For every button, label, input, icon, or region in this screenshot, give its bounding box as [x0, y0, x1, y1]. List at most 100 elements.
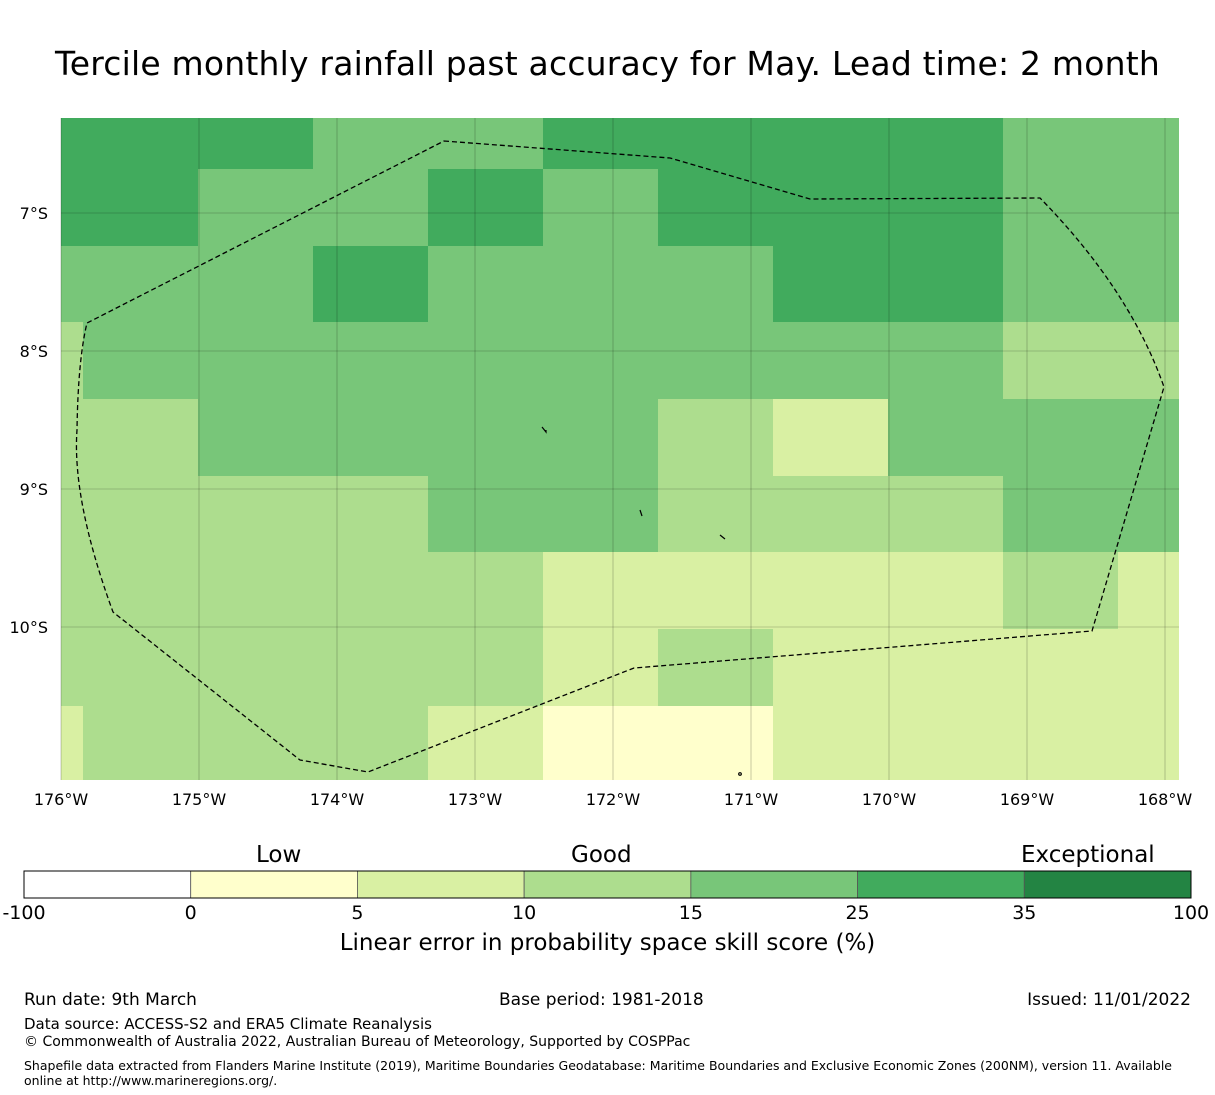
skill-cell: [658, 706, 773, 780]
skill-cell: [1003, 552, 1118, 629]
skill-cell: [61, 322, 83, 399]
skill-cell: [83, 476, 198, 552]
latitude-tick-label: 8°S: [20, 342, 48, 361]
skill-cell: [198, 706, 313, 780]
longitude-tick-label: 175°W: [172, 790, 227, 809]
skill-cell: [83, 629, 198, 706]
map-title: Tercile monthly rainfall past accuracy f…: [54, 44, 1161, 83]
skill-cell: [773, 706, 888, 780]
skill-cell: [888, 552, 1003, 629]
skill-cell: [313, 399, 428, 476]
colorbar-swatch: [357, 870, 525, 899]
skill-cell: [428, 629, 543, 706]
longitude-labels: 176°W 175°W 174°W 173°W 172°W 171°W 170°W 169°W…: [34, 790, 1193, 809]
skill-cell: [428, 399, 543, 476]
skill-cell: [543, 169, 658, 246]
skill-cell: [83, 169, 198, 246]
skill-cell: [313, 246, 428, 322]
skill-cell: [83, 246, 198, 322]
skill-cell: [198, 118, 313, 169]
skill-cell: [658, 552, 773, 629]
colorbar-swatch: [690, 870, 858, 899]
category-exceptional-label: Exceptional: [1021, 842, 1155, 868]
skill-cell: [61, 169, 83, 246]
skill-cell: [543, 246, 658, 322]
colorbar-tick-label: 35: [1012, 902, 1037, 924]
skill-cell: [1118, 246, 1179, 322]
skill-cell: [83, 322, 198, 399]
colorbar-tick-label: 25: [845, 902, 870, 924]
skill-cell: [888, 322, 1003, 399]
skill-cell: [428, 169, 543, 246]
category-good-label: Good: [571, 842, 632, 868]
skill-cell: [428, 706, 543, 780]
longitude-tick-label: 172°W: [586, 790, 641, 809]
skill-cell: [773, 322, 888, 399]
longitude-tick-label: 168°W: [1138, 790, 1193, 809]
latitude-labels: 7°S 8°S 9°S 10°S: [9, 204, 48, 637]
skill-cell: [543, 322, 658, 399]
skill-cell: [658, 118, 773, 169]
skill-cell: [888, 118, 1003, 169]
colorbar-outline: [23, 870, 1192, 899]
skill-cell: [773, 552, 888, 629]
island-mark: [719, 534, 726, 540]
run-date: Run date: 9th March: [24, 990, 197, 1010]
skill-cell: [1003, 118, 1118, 169]
graticule: [60, 118, 1179, 780]
skill-cell: [658, 399, 773, 476]
skill-cell: [543, 552, 658, 629]
skill-cell: [1118, 629, 1179, 706]
latitude-tick-label: 7°S: [20, 204, 48, 223]
colorbar-tick-label: 5: [351, 902, 364, 924]
skill-cell: [61, 706, 83, 780]
issued-date: Issued: 11/01/2022: [1027, 990, 1191, 1010]
island-mark: [541, 426, 547, 434]
colorbar-tick-label: 10: [512, 902, 537, 924]
longitude-tick-label: 176°W: [34, 790, 89, 809]
latitude-tick-label: 10°S: [9, 618, 48, 637]
colorbar-swatch: [857, 870, 1025, 899]
eez-boundary: [75, 140, 1165, 773]
skill-cell: [83, 118, 198, 169]
skill-cell: [61, 476, 83, 552]
skill-cell: [198, 552, 313, 629]
skill-grid-cells: [61, 118, 1179, 780]
skill-cell: [83, 552, 198, 629]
skill-cell: [658, 629, 773, 706]
copyright: © Commonwealth of Australia 2022, Austra…: [24, 1034, 691, 1050]
colorbar-tick-label: 15: [678, 902, 703, 924]
skill-cell: [1003, 629, 1118, 706]
skill-cell: [1118, 322, 1179, 399]
skill-cell: [773, 399, 888, 476]
skill-cell: [61, 552, 83, 629]
skill-cell: [198, 476, 313, 552]
colorbar-swatch: [1023, 870, 1192, 899]
skill-cell: [888, 706, 1003, 780]
skill-cell: [198, 246, 313, 322]
skill-cell: [428, 476, 543, 552]
longitude-tick-label: 170°W: [862, 790, 917, 809]
skill-cell: [1003, 169, 1118, 246]
skill-cell: [428, 552, 543, 629]
skill-cell: [1118, 706, 1179, 780]
longitude-tick-label: 171°W: [724, 790, 779, 809]
skill-cell: [888, 476, 1003, 552]
skill-cell: [61, 246, 83, 322]
skill-cell: [888, 246, 1003, 322]
skill-cell: [198, 322, 313, 399]
skill-cell: [313, 552, 428, 629]
colorbar-swatch: [190, 870, 358, 899]
skill-cell: [1118, 476, 1179, 552]
skill-cell: [658, 169, 773, 246]
skill-cell: [198, 399, 313, 476]
skill-cell: [1003, 476, 1118, 552]
colorbar-swatch: [523, 870, 692, 899]
longitude-tick-label: 173°W: [448, 790, 503, 809]
skill-cell: [83, 399, 198, 476]
skill-cell: [1118, 169, 1179, 246]
island-mark: [738, 772, 742, 776]
skill-cell: [773, 629, 888, 706]
island-mark: [639, 509, 643, 517]
skill-cell: [773, 169, 888, 246]
